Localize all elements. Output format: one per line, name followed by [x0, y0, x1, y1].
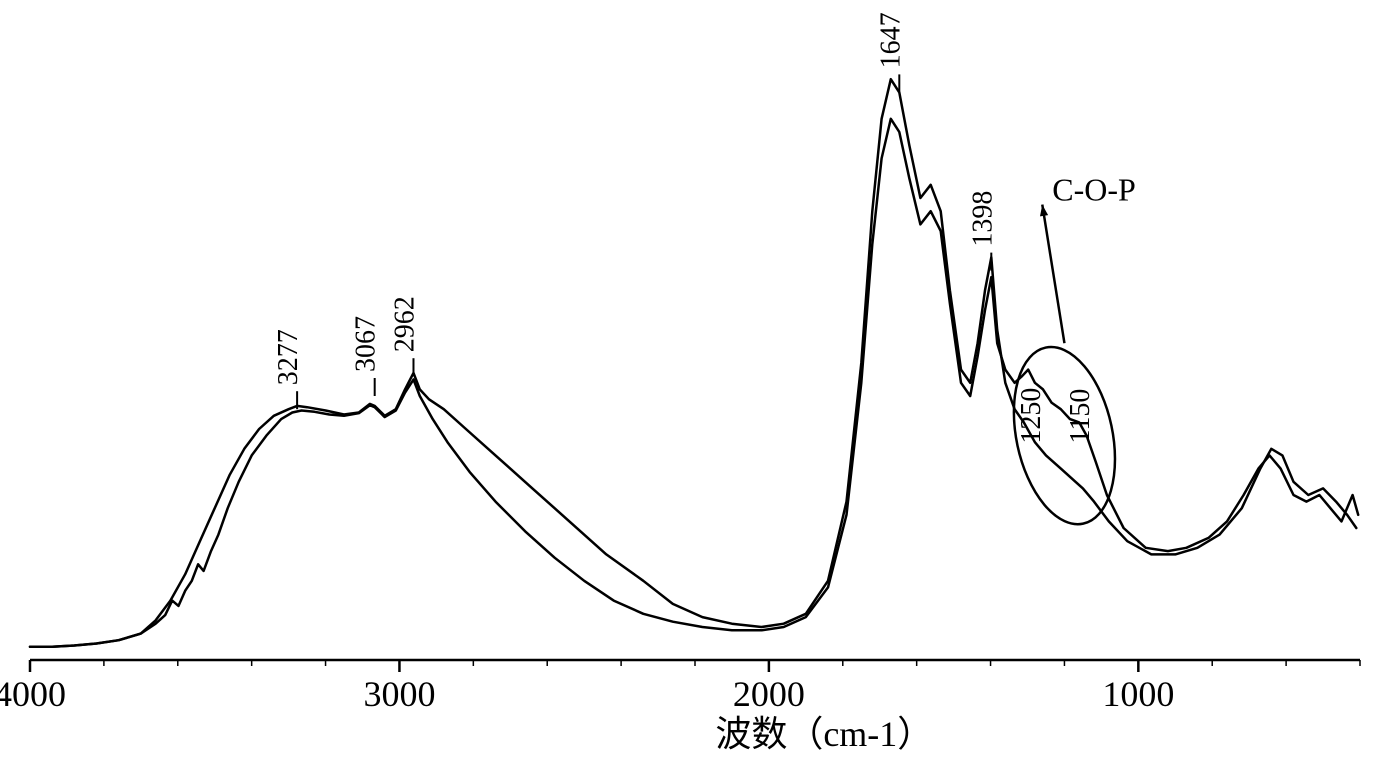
x-tick-label: 4000 — [0, 674, 66, 714]
spectrum-b — [30, 119, 1358, 647]
x-tick-label: 2000 — [733, 674, 805, 714]
spectrum-a — [30, 79, 1356, 647]
annotation-arrow — [1042, 205, 1064, 344]
x-tick-label: 1000 — [1102, 674, 1174, 714]
peak-label: 3067 — [351, 316, 382, 372]
peak-label: 1398 — [967, 191, 998, 247]
x-axis-title: 波数（cm-1） — [715, 714, 933, 754]
peak-label: 2962 — [389, 296, 420, 352]
peak-label: 1647 — [875, 12, 906, 68]
x-tick-label: 3000 — [363, 674, 435, 714]
peak-label: 1250 — [1016, 388, 1047, 444]
annotation-arrowhead — [1040, 205, 1048, 217]
ftir-spectrum-chart: 4000 3000 2000 1000 波数（cm-1） 3277 30672962 1647… — [0, 0, 1384, 768]
annotation-text: C-O-P — [1052, 172, 1136, 208]
peak-label: 3277 — [273, 329, 304, 385]
peak-label: 1150 — [1065, 389, 1096, 444]
